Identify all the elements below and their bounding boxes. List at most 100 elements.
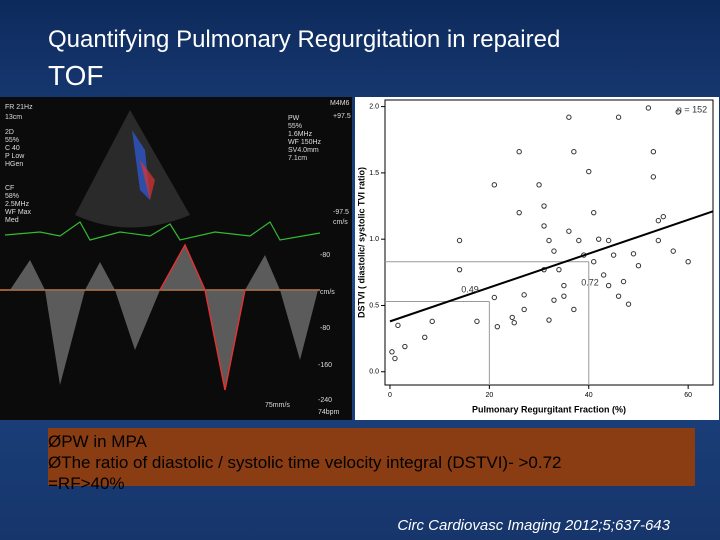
point	[571, 148, 577, 155]
point	[395, 322, 401, 329]
point	[605, 282, 612, 289]
point	[551, 248, 557, 254]
doppler-waveform	[10, 245, 318, 390]
annotation: n = 152	[677, 104, 707, 114]
point	[635, 262, 642, 269]
echo-label: Med	[5, 217, 19, 224]
ecg-trace	[4, 221, 321, 241]
point	[456, 266, 463, 273]
point	[650, 148, 657, 155]
point	[645, 105, 652, 111]
echo-label: WF 150Hz	[288, 139, 322, 146]
x-tick-label: 0	[388, 392, 392, 399]
bullet: =RF>40%	[48, 474, 125, 493]
text-box	[48, 428, 695, 486]
point	[474, 318, 480, 325]
echo-label: 74bpm	[318, 409, 340, 416]
point	[556, 266, 562, 273]
point	[615, 293, 622, 299]
x-tick-label: 60	[684, 392, 692, 399]
point	[429, 318, 435, 325]
point	[576, 237, 582, 244]
plot-frame	[384, 99, 714, 386]
echo-label: -97.5	[333, 209, 349, 216]
point	[566, 228, 572, 234]
bullet: ØThe ratio of diastolic / systolic time …	[48, 453, 562, 472]
citation: Circ Cardiovasc Imaging 2012;5;637-643	[397, 517, 670, 534]
echo-label: +97.5	[333, 113, 351, 120]
point	[675, 109, 681, 115]
echo-label: 58%	[5, 193, 19, 200]
echo-label: HGen	[5, 161, 23, 168]
y-tick-label: 1.5	[369, 170, 379, 177]
echo-label: WF Max	[5, 209, 32, 216]
color-flow	[132, 130, 150, 200]
y-tick-label: 0.0	[369, 369, 379, 376]
point	[516, 148, 522, 155]
echo-label: 75mm/s	[265, 402, 290, 409]
point	[561, 282, 567, 289]
echo-label: -240	[318, 397, 332, 404]
bullet: ØPW in MPA	[48, 432, 147, 451]
point	[625, 301, 632, 307]
point	[586, 168, 592, 175]
echo-sector	[75, 110, 190, 228]
point	[660, 213, 667, 220]
echo-label: M4M6	[330, 100, 350, 107]
point	[655, 217, 662, 224]
point	[561, 293, 567, 299]
point	[402, 343, 408, 350]
echo-label: 13cm	[5, 114, 22, 121]
point	[511, 319, 517, 326]
x-tick-label: 20	[485, 392, 493, 399]
point	[685, 259, 691, 265]
echo-label: cm/s	[320, 289, 335, 296]
echo-label: SV4.0mm	[288, 147, 319, 154]
point	[670, 248, 676, 254]
echo-label: CF	[5, 185, 14, 192]
echo-label: 1.6MHz	[288, 131, 313, 138]
point	[605, 237, 612, 244]
y-tick-label: 2.0	[369, 103, 379, 110]
point	[491, 294, 498, 301]
point	[521, 306, 527, 313]
point	[541, 203, 547, 209]
point	[491, 182, 498, 188]
point	[541, 223, 547, 229]
point	[551, 297, 557, 303]
echo-label: -80	[320, 325, 330, 332]
echo-label: 55%	[5, 137, 19, 144]
echo-label: -160	[318, 362, 332, 369]
point	[509, 314, 515, 321]
echo-label: 55%	[288, 123, 302, 130]
point	[615, 114, 622, 120]
point	[655, 237, 662, 244]
echo-label: cm/s	[333, 219, 348, 226]
scatter-panel	[355, 97, 719, 420]
y-axis-label: DSTVI ( diastolic/ systolic TVI ratio)	[356, 167, 366, 318]
slide-title: TOF	[48, 60, 104, 91]
echo-label: 2.5MHz	[5, 201, 30, 208]
point	[536, 182, 542, 188]
point	[595, 236, 602, 242]
point	[546, 237, 552, 244]
y-tick-label: 1.0	[369, 236, 379, 243]
point	[571, 306, 577, 313]
annotation: 0.49	[461, 284, 479, 294]
point	[610, 252, 617, 258]
point	[591, 209, 597, 216]
fit-line	[389, 210, 714, 323]
point	[494, 323, 501, 330]
point	[620, 278, 627, 285]
echo-label: PW	[288, 115, 300, 122]
point	[546, 317, 552, 323]
point	[650, 174, 657, 180]
slide-title: Quantifying Pulmonary Regurgitation in r…	[48, 26, 561, 53]
point	[521, 292, 527, 298]
echo-label: 2D	[5, 129, 14, 136]
x-tick-label: 40	[585, 392, 593, 399]
echo-label: FR 21Hz	[5, 104, 33, 111]
color-flow	[140, 160, 155, 200]
